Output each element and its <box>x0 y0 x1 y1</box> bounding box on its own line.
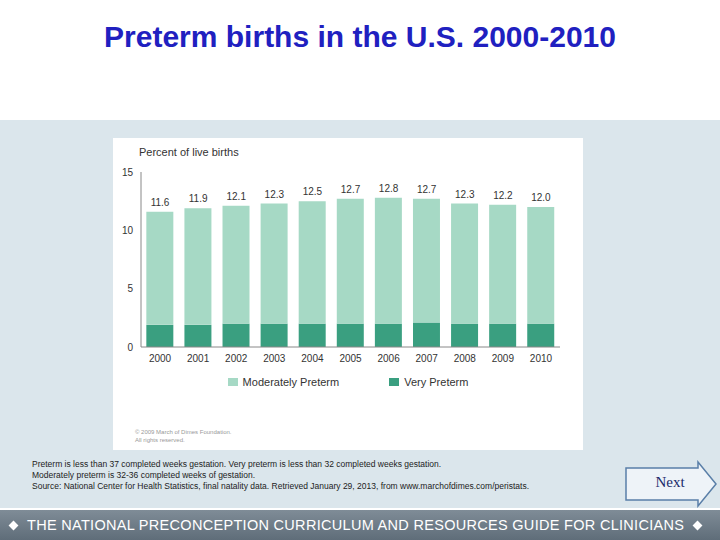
svg-text:2010: 2010 <box>530 353 553 364</box>
svg-text:2003: 2003 <box>263 353 286 364</box>
svg-text:11.6: 11.6 <box>151 197 170 208</box>
html-text:THE NATIONAL PRECONCEPTION CUR: THE NATIONAL PRECONCEPTION CURRICULUM AN… <box>27 517 685 533</box>
html-text:© 2009 March of Dimes Foundati: © 2009 March of Dimes Foundation. <box>135 429 232 435</box>
svg-text:2009: 2009 <box>492 353 515 364</box>
svg-text:2008: 2008 <box>454 353 477 364</box>
svg-text:12.3: 12.3 <box>265 189 285 200</box>
html-text:Percent of live births: Percent of live births <box>139 146 239 158</box>
html-text:Source: National Center for He: Source: National Center for Health Stati… <box>32 481 529 491</box>
svg-text:2005: 2005 <box>339 353 362 364</box>
html-text:Moderately preterm is 32-36 co: Moderately preterm is 32-36 completed we… <box>32 470 255 480</box>
html-text:All rights reserved.: All rights reserved. <box>135 437 185 443</box>
html-text:Very Preterm: Very Preterm <box>404 376 469 388</box>
svg-text:5: 5 <box>127 283 133 294</box>
html-text:Preterm is less than 37 comple: Preterm is less than 37 completed weeks … <box>32 459 442 469</box>
svg-text:11.9: 11.9 <box>189 193 208 204</box>
svg-text:0: 0 <box>127 342 133 353</box>
svg-text:12.1: 12.1 <box>226 191 246 202</box>
svg-text:12.3: 12.3 <box>455 189 475 200</box>
svg-text:12.2: 12.2 <box>493 190 513 201</box>
html-text:Preterm births in the U.S. 200: Preterm births in the U.S. 2000-2010 <box>104 20 616 53</box>
svg-text:12.8: 12.8 <box>379 183 399 194</box>
svg-text:2002: 2002 <box>225 353 248 364</box>
svg-text:2000: 2000 <box>149 353 172 364</box>
svg-text:2001: 2001 <box>187 353 210 364</box>
html-text:Next: Next <box>655 474 685 490</box>
svg-text:15: 15 <box>122 167 134 178</box>
svg-text:12.0: 12.0 <box>531 192 551 203</box>
svg-text:12.7: 12.7 <box>341 184 361 195</box>
svg-text:10: 10 <box>122 225 134 236</box>
svg-text:12.7: 12.7 <box>417 184 437 195</box>
svg-text:2004: 2004 <box>301 353 324 364</box>
svg-text:2006: 2006 <box>377 353 400 364</box>
html-text:Moderately Preterm: Moderately Preterm <box>242 376 340 388</box>
svg-text:2007: 2007 <box>416 353 439 364</box>
svg-text:12.5: 12.5 <box>303 186 323 197</box>
